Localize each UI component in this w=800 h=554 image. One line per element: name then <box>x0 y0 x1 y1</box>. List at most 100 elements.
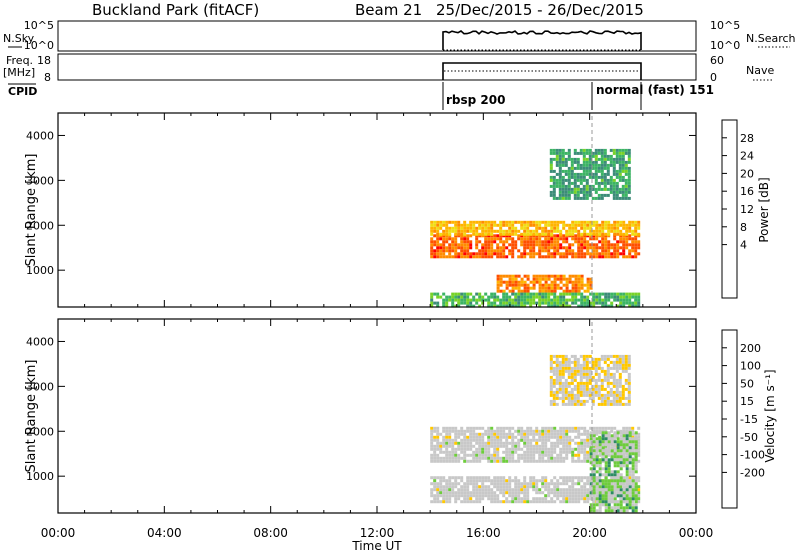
power-echo-cell <box>592 249 596 253</box>
velocity-echo-cell <box>466 447 470 451</box>
power-echo-cell <box>547 274 551 278</box>
power-echo-cell <box>625 226 629 230</box>
velocity-echo-cell <box>604 485 608 489</box>
velocity-echo-cell <box>585 390 589 394</box>
power-echo-cell <box>634 223 638 227</box>
velocity-echo-cell <box>496 450 500 454</box>
power-echo-cell <box>595 301 599 305</box>
velocity-echo-cell <box>520 485 524 489</box>
velocity-echo-cell <box>549 393 553 397</box>
power-echo-cell <box>549 169 553 173</box>
velocity-echo-cell <box>615 369 619 373</box>
power-echo-cell <box>535 277 539 281</box>
velocity-echo-cell <box>436 426 440 430</box>
power-echo-cell <box>552 190 556 194</box>
velocity-echo-cell <box>585 375 589 379</box>
velocity-echo-cell <box>597 357 601 361</box>
power-echo-cell <box>478 292 482 296</box>
power-echo-cell <box>448 252 452 256</box>
velocity-echo-cell <box>549 354 553 358</box>
power-echo-cell <box>598 301 602 305</box>
velocity-echo-cell <box>598 473 602 477</box>
power-echo-cell <box>541 229 545 233</box>
velocity-echo-cell <box>615 354 619 358</box>
velocity-echo-cell <box>448 429 452 433</box>
velocity-echo-cell <box>585 363 589 367</box>
velocity-echo-cell <box>442 456 446 460</box>
velocity-echo-cell <box>598 506 602 510</box>
power-echo-cell <box>568 232 572 236</box>
power-echo-cell <box>502 295 506 299</box>
velocity-echo-cell <box>631 488 635 492</box>
power-echo-cell <box>541 274 545 278</box>
velocity-echo-cell <box>567 375 571 379</box>
velocity-echo-cell <box>627 390 631 394</box>
velocity-echo-cell <box>582 381 586 385</box>
power-echo-cell <box>615 148 619 152</box>
velocity-echo-cell <box>592 431 596 435</box>
velocity-echo-cell <box>585 399 589 403</box>
velocity-echo-cell <box>634 446 638 450</box>
power-echo-cell <box>616 243 620 247</box>
velocity-echo-cell <box>622 449 626 453</box>
velocity-echo-cell <box>609 375 613 379</box>
velocity-echo-cell <box>472 426 476 430</box>
power-echo-cell <box>505 295 509 299</box>
power-echo-cell <box>478 298 482 302</box>
power-echo-cell <box>568 280 572 284</box>
power-echo-cell <box>606 181 610 185</box>
velocity-echo-cell <box>628 461 632 465</box>
power-echo-cell <box>622 301 626 305</box>
power-echo-cell <box>600 166 604 170</box>
power-echo-cell <box>502 232 506 236</box>
velocity-echo-cell <box>549 357 553 361</box>
power-echo-cell <box>592 292 596 296</box>
power-echo-cell <box>538 255 542 259</box>
power-echo-cell <box>529 229 533 233</box>
velocity-echo-cell <box>637 453 641 457</box>
power-echo-cell <box>594 163 598 167</box>
beam-label: Beam 21 <box>355 1 422 19</box>
power-echo-cell <box>622 232 626 236</box>
velocity-echo-cell <box>594 357 598 361</box>
velocity-echo-cell <box>628 431 632 435</box>
velocity-echo-cell <box>555 402 559 406</box>
power-echo-cell <box>625 243 629 247</box>
power-echo-cell <box>586 252 590 256</box>
power-echo-cell <box>571 283 575 287</box>
velocity-echo-cell <box>454 494 458 498</box>
velocity-echo-cell <box>564 369 568 373</box>
power-echo-cell <box>535 232 539 236</box>
velocity-echo-cell <box>567 363 571 367</box>
velocity-echo-cell <box>627 372 631 376</box>
power-echo-cell <box>532 283 536 287</box>
power-echo-cell <box>588 175 592 179</box>
velocity-echo-cell <box>430 435 434 439</box>
velocity-echo-cell <box>598 488 602 492</box>
velocity-echo-cell <box>568 488 572 492</box>
power-echo-cell <box>535 295 539 299</box>
power-echo-cell <box>549 148 553 152</box>
power-echo-cell <box>445 237 449 241</box>
power-echo-cell <box>505 232 509 236</box>
velocity-echo-cell <box>601 467 605 471</box>
power-echo-cell <box>514 286 518 290</box>
velocity-echo-cell <box>496 485 500 489</box>
power-echo-cell <box>582 175 586 179</box>
power-echo-cell <box>463 295 467 299</box>
velocity-echo-cell <box>550 441 554 445</box>
velocity-echo-cell <box>463 429 467 433</box>
power-echo-cell <box>595 255 599 259</box>
power-echo-cell <box>616 304 620 308</box>
power-echo-cell <box>558 148 562 152</box>
velocity-echo-cell <box>555 360 559 364</box>
power-echo-cell <box>577 280 581 284</box>
power-echo-cell <box>547 298 551 302</box>
velocity-echo-cell <box>622 434 626 438</box>
velocity-echo-cell <box>559 494 563 498</box>
velocity-echo-cell <box>544 426 548 430</box>
velocity-echo-cell <box>622 497 626 501</box>
velocity-echo-cell <box>430 491 434 495</box>
power-echo-cell <box>607 255 611 259</box>
